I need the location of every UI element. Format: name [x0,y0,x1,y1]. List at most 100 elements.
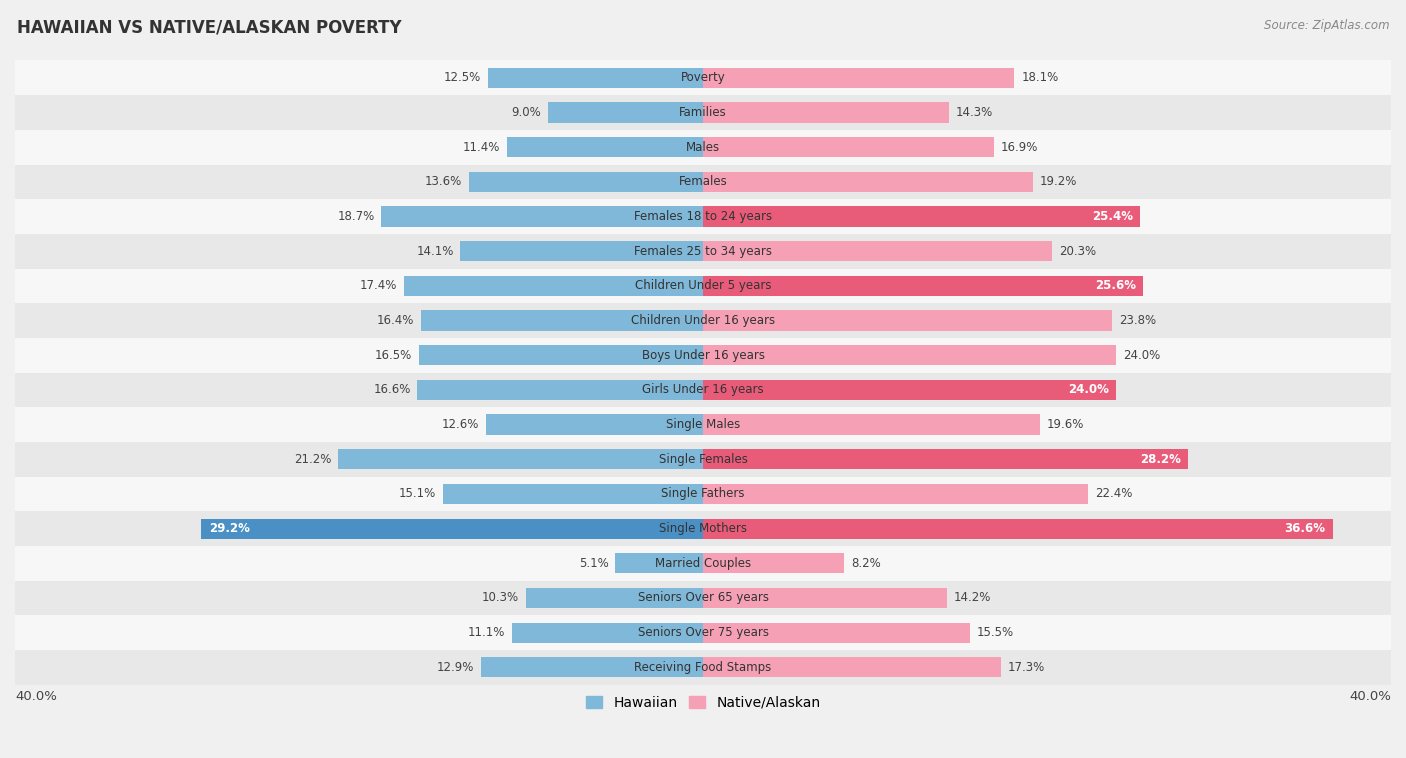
Text: 12.5%: 12.5% [444,71,481,84]
Text: Females: Females [679,175,727,188]
Bar [461,241,703,262]
Text: Children Under 5 years: Children Under 5 years [634,280,772,293]
Bar [703,380,1116,400]
Bar [703,206,1140,227]
Bar [703,449,1188,469]
Text: 17.3%: 17.3% [1008,661,1045,674]
Text: 17.4%: 17.4% [360,280,396,293]
Text: 12.6%: 12.6% [441,418,479,431]
Text: Married Couples: Married Couples [655,556,751,570]
Text: Single Mothers: Single Mothers [659,522,747,535]
Bar [703,518,1333,539]
Bar [703,345,1116,365]
Text: 14.1%: 14.1% [416,245,454,258]
Text: 10.3%: 10.3% [482,591,519,604]
Bar [15,407,1391,442]
Bar [15,477,1391,511]
Text: 11.1%: 11.1% [468,626,505,639]
Bar [15,96,1391,130]
Bar [703,67,1014,88]
Text: 23.8%: 23.8% [1119,314,1156,327]
Text: Boys Under 16 years: Boys Under 16 years [641,349,765,362]
Bar [15,650,1391,684]
Bar [15,546,1391,581]
Bar [703,276,1143,296]
Text: Single Females: Single Females [658,453,748,465]
Text: 25.4%: 25.4% [1092,210,1133,223]
Bar [15,581,1391,615]
Bar [381,206,703,227]
Bar [703,137,994,157]
Text: 16.6%: 16.6% [373,384,411,396]
Text: 5.1%: 5.1% [579,556,609,570]
Text: Receiving Food Stamps: Receiving Food Stamps [634,661,772,674]
Text: Females 25 to 34 years: Females 25 to 34 years [634,245,772,258]
Text: Families: Families [679,106,727,119]
Bar [486,415,703,434]
Bar [548,102,703,123]
Text: 16.9%: 16.9% [1001,141,1038,154]
Text: Males: Males [686,141,720,154]
Text: Females 18 to 24 years: Females 18 to 24 years [634,210,772,223]
Bar [703,102,949,123]
Text: 24.0%: 24.0% [1122,349,1160,362]
Text: 19.2%: 19.2% [1040,175,1077,188]
Bar [512,622,703,643]
Bar [703,553,844,573]
Bar [201,518,703,539]
Bar [15,234,1391,268]
Bar [443,484,703,504]
Text: 40.0%: 40.0% [1350,690,1391,703]
Text: 19.6%: 19.6% [1047,418,1084,431]
Bar [420,311,703,330]
Bar [15,372,1391,407]
Bar [703,241,1052,262]
Bar [15,61,1391,96]
Text: Girls Under 16 years: Girls Under 16 years [643,384,763,396]
Text: Poverty: Poverty [681,71,725,84]
Bar [703,415,1040,434]
Bar [418,380,703,400]
Bar [339,449,703,469]
Text: 14.3%: 14.3% [956,106,993,119]
Bar [703,657,1001,678]
Text: Children Under 16 years: Children Under 16 years [631,314,775,327]
Text: 40.0%: 40.0% [15,690,56,703]
Text: 9.0%: 9.0% [512,106,541,119]
Text: 21.2%: 21.2% [294,453,332,465]
Text: Seniors Over 75 years: Seniors Over 75 years [637,626,769,639]
Bar [15,338,1391,372]
Bar [481,657,703,678]
Text: 12.9%: 12.9% [437,661,474,674]
Text: Seniors Over 65 years: Seniors Over 65 years [637,591,769,604]
Text: 14.2%: 14.2% [955,591,991,604]
Bar [15,615,1391,650]
Text: 28.2%: 28.2% [1140,453,1181,465]
Bar [15,199,1391,234]
Text: HAWAIIAN VS NATIVE/ALASKAN POVERTY: HAWAIIAN VS NATIVE/ALASKAN POVERTY [17,19,402,37]
Bar [703,588,948,608]
Bar [15,130,1391,164]
Bar [703,484,1088,504]
Text: Source: ZipAtlas.com: Source: ZipAtlas.com [1264,19,1389,32]
Bar [703,172,1033,192]
Text: 8.2%: 8.2% [851,556,880,570]
Text: 25.6%: 25.6% [1095,280,1136,293]
Text: 13.6%: 13.6% [425,175,463,188]
Text: 18.7%: 18.7% [337,210,374,223]
Text: 22.4%: 22.4% [1095,487,1133,500]
Bar [703,622,970,643]
Text: 15.5%: 15.5% [977,626,1014,639]
Bar [526,588,703,608]
Bar [15,303,1391,338]
Text: 20.3%: 20.3% [1059,245,1097,258]
Bar [616,553,703,573]
Text: Single Males: Single Males [666,418,740,431]
Bar [470,172,703,192]
Bar [508,137,703,157]
Bar [15,164,1391,199]
Bar [15,268,1391,303]
Bar [703,311,1112,330]
Bar [15,442,1391,477]
Text: 16.5%: 16.5% [375,349,412,362]
